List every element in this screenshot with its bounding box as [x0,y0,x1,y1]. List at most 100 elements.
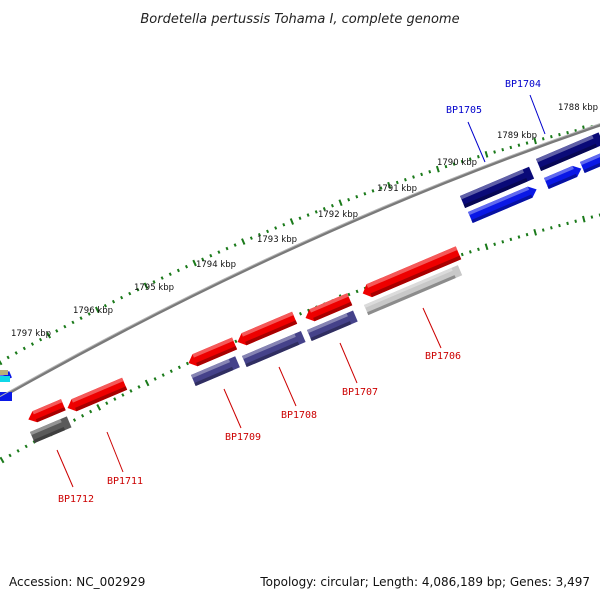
gray-feature[interactable] [364,265,463,316]
gene-bp1707-feature[interactable] [303,293,353,324]
callout-line [529,94,546,135]
outer-tick-minor [306,213,310,217]
callout-line [223,388,242,429]
edge-feature [0,370,8,375]
feature-track [0,132,600,444]
outer-tick-minor [509,145,513,150]
outer-tick-minor [550,134,553,139]
scale-label: 1790 kbp [437,158,477,168]
outer-tick-minor [103,303,107,308]
inner-tick-minor [153,377,157,381]
scale-labels: 1788 kbp 1789 kbp 1790 kbp 1791 kbp 1792 kbp… [11,103,598,339]
outer-tick-minor [152,280,156,284]
inner-tick-minor [137,385,141,389]
inner-tick-minor [517,235,521,239]
inner-tick-minor [355,289,359,294]
slate-feature[interactable] [242,330,306,368]
gene-label-bp1709[interactable]: BP1709 [225,432,261,443]
inner-tick-minor [468,250,472,254]
outer-tick-minor [468,157,472,161]
gene-label-bp1708[interactable]: BP1708 [281,410,317,421]
scale-label: 1789 kbp [497,131,537,141]
inner-tick-major [582,215,586,223]
gene-bp1709-feature[interactable] [186,337,238,369]
gene-label-bp1705[interactable]: BP1705 [446,105,482,116]
outer-tick-major [46,331,52,339]
outer-tick-minor [233,243,237,247]
inner-tick-minor [185,361,189,366]
outer-tick-minor [428,169,432,174]
outer-tick-minor [38,337,43,342]
inner-tick-minor [525,232,529,237]
gene-bp1711-feature[interactable] [65,377,128,414]
dark-feature[interactable] [30,416,72,444]
gene-label-bp1704[interactable]: BP1704 [505,79,541,90]
gene-bp1712-feature[interactable] [26,399,66,425]
outer-tick-minor [282,222,286,227]
outer-tick-major [0,359,3,366]
inner-tick-minor [541,228,545,232]
inner-tick-minor [89,409,93,414]
outer-tick-minor [476,154,480,159]
inner-tick-minor [509,237,513,242]
callout-line [467,121,486,163]
outer-tick-minor [55,329,59,333]
gene-bp1704-feature[interactable] [536,132,600,171]
gene-callouts: BP1704 BP1705 BP1706 BP1707 BP1708 BP1709 BP17… [56,79,546,505]
outer-tick-minor [379,186,383,190]
inner-tick-minor [558,223,561,228]
callout-line [422,307,442,349]
outer-tick-major [435,165,440,173]
blue-feature[interactable] [468,184,539,224]
gene-bp1706-feature[interactable] [360,246,462,300]
outer-tick-minor [71,320,75,325]
inner-tick-major [144,379,150,387]
backbone-highlight [0,123,600,398]
inner-tick-minor [493,242,497,247]
gene-bp1705-feature[interactable] [460,166,535,208]
blue-feature[interactable] [544,163,584,190]
outer-tick-minor [266,229,270,234]
inner-tick-minor [299,311,302,316]
outer-tick-minor [120,295,124,300]
outer-tick-minor [558,132,561,137]
gene-label-bp1711[interactable]: BP1711 [107,476,143,487]
outer-tick-minor [249,236,253,240]
inner-tick-minor [477,247,480,252]
outer-tick-minor [314,210,318,214]
outer-tick-minor [363,192,367,196]
inner-tick-minor [24,444,28,449]
outer-tick-minor [201,257,205,262]
outer-tick-minor [87,312,91,316]
scale-label: 1796 kbp [73,306,113,316]
gene-bp1708-feature[interactable] [235,311,298,348]
inner-tick-minor [566,221,569,226]
callout-line [339,342,358,384]
outer-tick-minor [355,194,359,199]
outer-tick-minor [412,175,415,179]
slate-feature[interactable] [307,310,358,342]
inner-tick-minor [460,252,464,257]
gene-label-bp1706[interactable]: BP1706 [425,351,461,362]
outer-tick-minor [274,226,278,230]
edge-feature [0,376,10,382]
outer-tick-major [484,150,489,158]
inner-tick-minor [161,373,165,377]
outer-tick-minor [541,137,545,141]
inner-tick-major [533,228,537,236]
blue-feature[interactable] [580,150,600,174]
callout-line [278,366,297,407]
inner-tick-minor [234,339,238,344]
inner-tick-major [96,404,102,411]
slate-feature[interactable] [191,356,240,387]
outer-tick-minor [517,143,521,147]
outer-tick-minor [501,147,505,152]
outer-tick-major [387,181,392,189]
gene-label-bp1712[interactable]: BP1712 [58,494,94,505]
scale-label: 1788 kbp [558,103,598,113]
outer-tick-minor [209,253,213,258]
gene-label-bp1707[interactable]: BP1707 [342,387,378,398]
inner-tick-minor [574,219,578,223]
inner-tick-minor [16,449,20,453]
outer-tick-minor [160,276,164,280]
